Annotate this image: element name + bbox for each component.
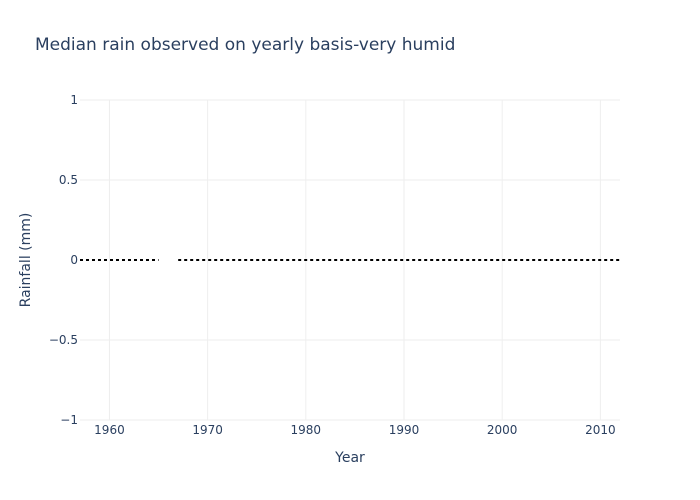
x-tick-label: 2010 [585,423,616,437]
x-tick-label: 2000 [487,423,518,437]
x-tick-label: 1970 [192,423,223,437]
y-tick-label: 0.5 [59,173,78,187]
chart-title: Median rain observed on yearly basis-ver… [35,35,455,55]
x-tick-label: 1960 [94,423,125,437]
y-tick-label: 1 [70,93,78,107]
x-tick-label: 1990 [389,423,420,437]
y-tick-label: −0.5 [49,333,78,347]
x-tick-label: 1980 [291,423,322,437]
y-axis-ticks: 1 0.5 0 −0.5 −1 [49,93,78,427]
x-axis-ticks: 1960 1970 1980 1990 2000 2010 [94,423,615,437]
y-axis-title: Rainfall (mm) [18,213,34,308]
x-axis-title: Year [334,450,365,466]
y-tick-label: 0 [70,253,78,267]
y-tick-label: −1 [60,413,78,427]
